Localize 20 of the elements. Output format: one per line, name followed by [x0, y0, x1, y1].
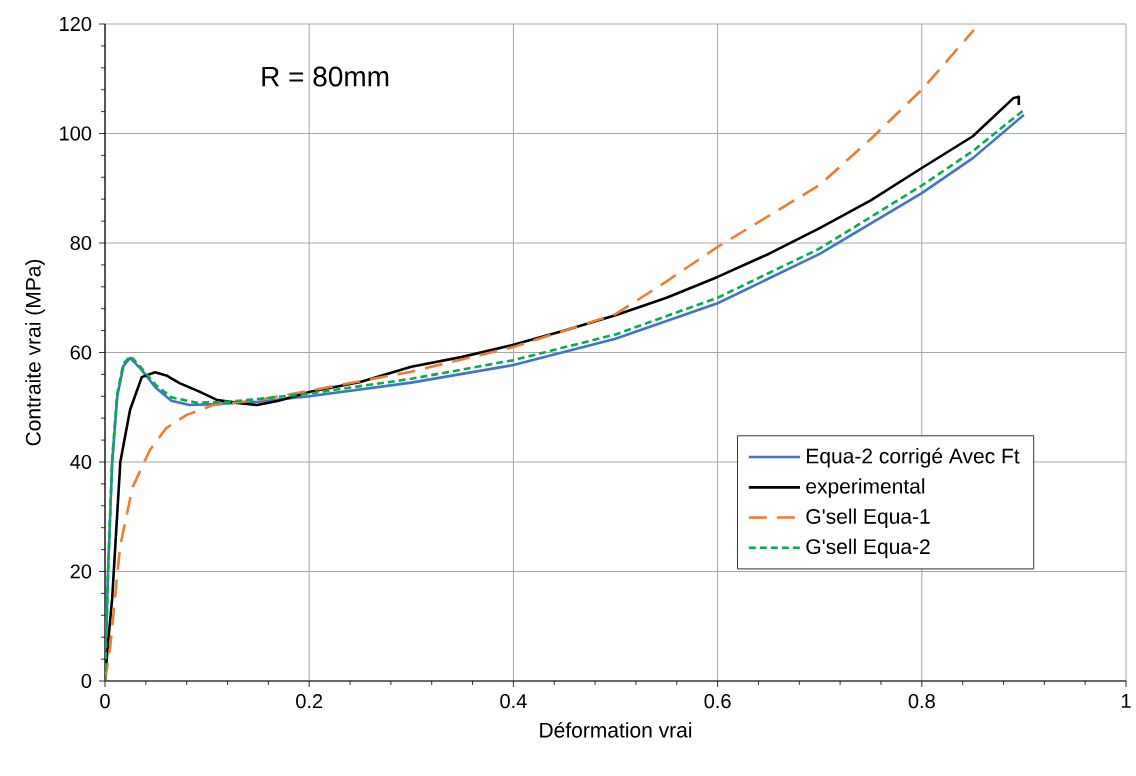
- y-axis-title: Contraite vrai (MPa): [25, 259, 45, 446]
- y-tick-label: 0: [81, 673, 92, 689]
- x-tick-label: 0.4: [500, 694, 527, 709]
- y-tick-label: 100: [60, 126, 92, 141]
- x-tick-label: 0: [100, 694, 110, 709]
- y-tick-label: 20: [70, 564, 92, 579]
- x-tick-label: 0.6: [704, 694, 731, 709]
- x-axis-title: Déformation vrai: [540, 721, 692, 738]
- y-tick-label: 120: [60, 16, 92, 32]
- annotation: R = 80mm: [262, 66, 389, 87]
- x-tick-label: 0.8: [908, 694, 935, 709]
- legend-label: G'sell Equa-1: [806, 508, 930, 529]
- y-tick-label: 40: [70, 454, 92, 470]
- legend-label: G'sell Equa-2: [806, 538, 930, 559]
- y-tick-label: 60: [70, 345, 92, 360]
- x-tick-label: 1: [1121, 694, 1131, 708]
- y-tick-label: 80: [70, 235, 92, 251]
- x-tick-label: 0.2: [296, 694, 323, 709]
- legend-label: Equa-2 corrigé Avec Ft: [807, 447, 1020, 468]
- legend-label: experimental: [806, 478, 925, 498]
